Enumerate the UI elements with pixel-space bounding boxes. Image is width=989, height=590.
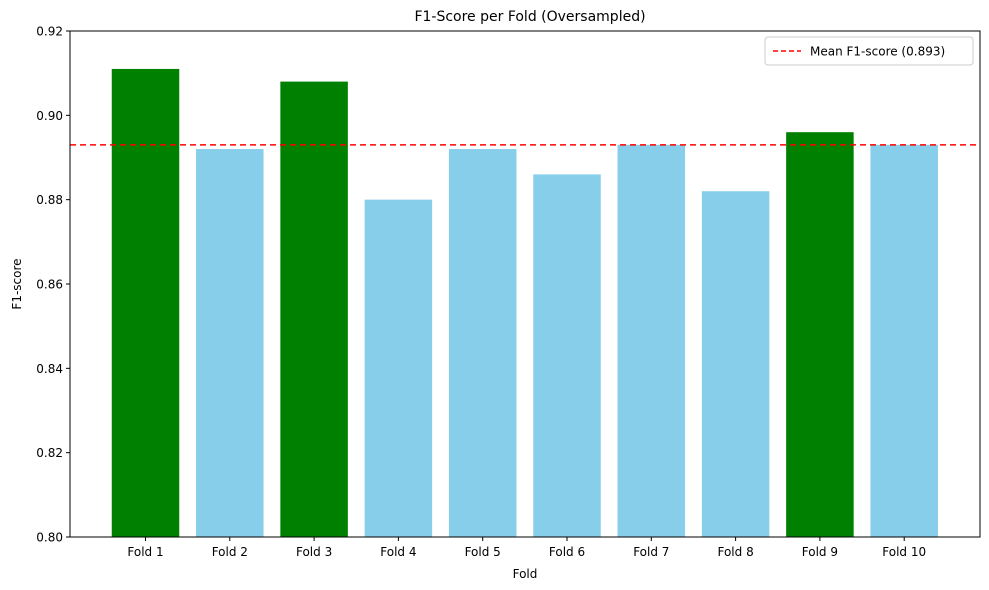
x-tick-label: Fold 1 [127,545,163,559]
bar-4 [364,199,433,538]
x-tick-label: Fold 7 [633,545,669,559]
y-tick-label: 0.92 [36,25,63,39]
y-axis: 0.80 0.82 0.84 0.86 0.88 0.90 0.92 [36,25,70,545]
y-tick-label: 0.88 [36,193,63,207]
bar-5 [448,149,517,537]
x-axis: Fold 1 Fold 2 Fold 3 Fold 4 Fold 5 Fold 6 Fold… [127,537,926,559]
x-tick-label: Fold 9 [802,545,838,559]
bar-6 [533,174,601,537]
legend: Mean F1-score (0.893) [764,36,974,66]
x-tick-label: Fold 2 [212,545,248,559]
bar-2 [196,149,264,537]
x-tick-label: Fold 3 [296,545,332,559]
bar-8 [701,191,770,538]
x-tick-label: Fold 6 [549,545,585,559]
x-tick-label: Fold 5 [465,545,501,559]
bar-10 [870,144,938,537]
bar-9 [786,132,854,537]
chart-title: F1-Score per Fold (Oversampled) [414,9,645,25]
y-axis-title: F1-score [10,258,24,309]
y-tick-label: 0.86 [36,278,63,292]
y-tick-label: 0.82 [36,446,63,460]
bar-3 [280,81,348,537]
legend-box [764,36,974,66]
bar-1 [111,68,180,537]
x-axis-title: Fold [513,567,538,581]
x-tick-label: Fold 10 [882,545,926,559]
bar-7 [617,144,686,537]
x-tick-label: Fold 8 [717,545,753,559]
y-tick-label: 0.90 [36,109,63,123]
y-tick-label: 0.84 [36,362,63,376]
bar-group [111,68,938,538]
legend-mean-label: Mean F1-score (0.893) [810,45,945,59]
y-tick-label: 0.80 [36,531,63,545]
x-tick-label: Fold 4 [380,545,416,559]
